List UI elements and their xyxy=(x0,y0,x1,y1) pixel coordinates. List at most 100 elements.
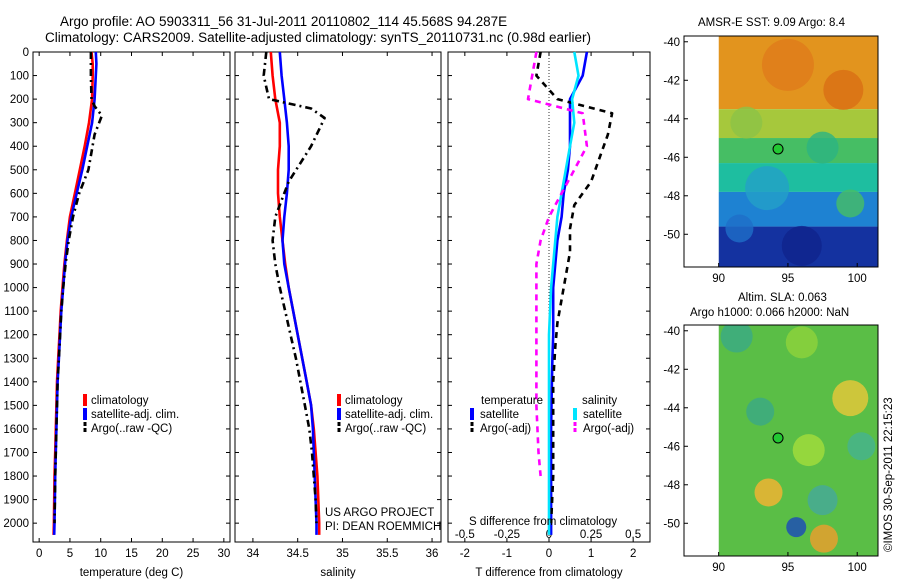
y-tick-label: 1100 xyxy=(4,306,29,318)
series-line xyxy=(526,51,589,477)
figure-title-line2: Climatology: CARS2009. Satellite-adjuste… xyxy=(45,30,591,45)
x-tick-label: 100 xyxy=(848,562,867,574)
y-tick-label: 200 xyxy=(10,94,29,106)
sla-patch xyxy=(786,517,807,538)
sst-patch xyxy=(730,106,763,139)
difference-legend: temperature salinity satellite Argo(-adj… xyxy=(469,395,634,528)
argo-position-marker xyxy=(772,432,784,444)
y-tick-label: -40 xyxy=(663,326,680,338)
x2-tick-label: 0.5 xyxy=(625,529,641,541)
x-tick-label: 35.5 xyxy=(376,548,398,560)
sst-patch xyxy=(745,166,790,211)
x-tick-label: 30 xyxy=(217,548,230,560)
x2-tick-label: -0.25 xyxy=(494,529,520,541)
sst-map-title: AMSR-E SST: 9.09 Argo: 8.4 xyxy=(698,17,846,29)
map-field xyxy=(718,325,878,556)
x-tick-label: 20 xyxy=(156,548,169,560)
series-line xyxy=(535,51,614,524)
y-tick-label: -42 xyxy=(663,364,680,376)
sla-patch xyxy=(785,326,818,359)
x-tick-label: 95 xyxy=(782,273,795,285)
y-tick-label: 1900 xyxy=(3,495,29,507)
sla-patch xyxy=(832,380,869,417)
x2-tick-label: 0.25 xyxy=(580,529,602,541)
sla-map-title-line2: Argo h1000: 0.066 h2000: NaN xyxy=(690,307,849,319)
credit-line2: PI: DEAN ROEMMICH xyxy=(325,521,441,533)
figure-title-line1: Argo profile: AO 5903311_56 31-Jul-2011 … xyxy=(60,14,507,29)
y-tick-label: 800 xyxy=(10,235,29,247)
sla-patch xyxy=(720,325,753,353)
temperature-legend: climatology satellite-adj. clim. Argo(..… xyxy=(83,394,179,435)
sst-patch xyxy=(806,131,839,164)
y-tick-label: 1600 xyxy=(3,424,29,436)
y-tick-label: 1400 xyxy=(3,377,29,389)
y-tick-label: 1500 xyxy=(3,400,29,412)
legend-label-argo: Argo(..raw -QC) xyxy=(345,423,426,435)
y-tick-label: -46 xyxy=(663,441,680,453)
y-tick-label: -50 xyxy=(663,229,680,241)
sla-map-panel: -40 -42 -44 -46 -48 -50 90 95 100 xyxy=(663,324,879,574)
legend-swatch-climatology xyxy=(83,394,87,406)
series-line xyxy=(53,52,104,524)
x2-tick-label: -0.5 xyxy=(455,529,475,541)
y-tick-label: 100 xyxy=(10,71,29,83)
legend-header-temperature: temperature xyxy=(481,395,543,407)
temperature-panel: 0100200300400500600700800900100011001200… xyxy=(3,47,231,579)
legend-label-climatology: climatology xyxy=(91,395,149,407)
legend-label-climatology: climatology xyxy=(345,395,403,407)
sst-patch xyxy=(725,214,754,243)
y-tick-label: 300 xyxy=(10,118,29,130)
legend-swatch-satellite xyxy=(83,408,87,420)
y-tick-label: -46 xyxy=(663,152,680,164)
x-tick-label: -2 xyxy=(460,548,470,560)
salinity-panel: 34 34.5 35 35.5 36 salinity xyxy=(234,51,442,579)
x-tick-label: 1 xyxy=(588,548,594,560)
x-axis-label: temperature (deg C) xyxy=(80,567,184,579)
plot-frame xyxy=(234,51,442,543)
x-tick-label: 34.5 xyxy=(287,548,309,560)
sst-patch xyxy=(761,38,814,91)
x-tick-label: 34 xyxy=(247,548,260,560)
x-tick-label: 100 xyxy=(848,273,867,285)
sst-zone xyxy=(718,138,878,164)
sla-patch xyxy=(807,485,838,516)
y-tick-label: 400 xyxy=(10,141,29,153)
y-tick-label: 1200 xyxy=(3,330,29,342)
y-tick-label: -44 xyxy=(663,114,680,126)
y-tick-label: 1800 xyxy=(3,471,29,483)
y-tick-label: 500 xyxy=(10,165,29,177)
series-line xyxy=(549,51,589,535)
sla-patch xyxy=(792,434,825,467)
sst-zone xyxy=(718,163,878,192)
sst-patch xyxy=(823,69,864,110)
argo-position-marker xyxy=(772,143,784,155)
x-tick-label: 5 xyxy=(67,548,73,560)
legend-label-s-satellite: satellite xyxy=(583,409,622,421)
series-line xyxy=(547,51,580,535)
x-axis-label: T difference from climatology xyxy=(475,567,622,579)
y-tick-label: -44 xyxy=(663,403,680,415)
map-frame xyxy=(683,324,879,557)
s-difference-axis-label: S difference from climatology xyxy=(469,516,617,528)
sst-patch xyxy=(836,189,865,218)
y-tick-label: -48 xyxy=(663,191,680,203)
sla-patch xyxy=(809,524,838,553)
map-frame xyxy=(683,35,879,268)
x-tick-label: -1 xyxy=(502,548,512,560)
x-tick-label: 36 xyxy=(426,548,439,560)
x-axis-label: salinity xyxy=(320,567,355,579)
legend-label-satellite: satellite-adj. clim. xyxy=(345,409,433,421)
legend-swatch-climatology xyxy=(337,394,341,406)
sla-patch xyxy=(847,432,876,461)
legend-header-salinity: salinity xyxy=(582,395,617,407)
series-line xyxy=(278,51,318,535)
y-tick-label: 1700 xyxy=(3,447,29,459)
sst-map-panel: -40 -42 -44 -46 -48 -50 90 95 100 xyxy=(663,35,879,285)
x-tick-label: 90 xyxy=(712,273,725,285)
x-tick-label: 10 xyxy=(94,548,107,560)
x-tick-label: 90 xyxy=(712,562,725,574)
x-tick-label: 0 xyxy=(546,548,552,560)
legend-label-t-argo: Argo(-adj) xyxy=(480,423,531,435)
y-tick-label: -50 xyxy=(663,518,680,530)
x-tick-label: 25 xyxy=(187,548,200,560)
